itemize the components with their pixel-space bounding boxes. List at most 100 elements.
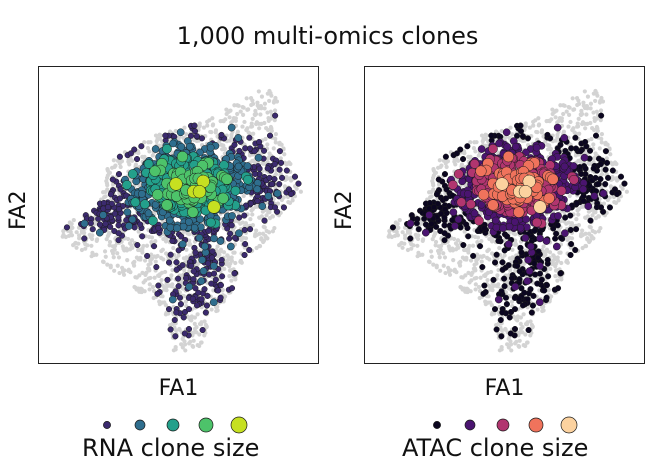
rna-clone-point: [226, 235, 233, 242]
atac-background-cell: [396, 225, 401, 230]
rna-background-cell: [158, 133, 164, 138]
rna-clone-point: [251, 148, 258, 155]
atac-background-cell: [541, 244, 546, 249]
rna-clone-point: [218, 131, 225, 138]
rna-background-cell: [105, 262, 110, 267]
atac-background-cell: [584, 112, 589, 117]
atac-clone-point: [505, 222, 514, 231]
atac-clone-point: [465, 233, 472, 240]
atac-background-cell: [557, 227, 562, 233]
atac-background-cell: [402, 241, 407, 246]
rna-background-cell: [104, 175, 110, 180]
atac-background-cell: [594, 116, 600, 121]
rna-clone-point: [201, 242, 209, 251]
atac-clone-point: [514, 262, 521, 270]
rna-background-cell: [241, 105, 246, 110]
rna-clone-point: [205, 227, 212, 234]
atac-background-cell: [561, 111, 566, 117]
atac-background-cell: [452, 159, 457, 164]
rna-background-cell: [147, 234, 152, 240]
rna-scatter-panel: [38, 66, 319, 364]
rna-clone-point: [143, 159, 154, 169]
atac-clone-point: [488, 132, 495, 139]
atac-background-cell: [403, 236, 408, 241]
rna-clone-point: [127, 169, 138, 179]
atac-background-cell: [574, 96, 580, 101]
rna-clone-point: [276, 166, 283, 173]
atac-background-cell: [566, 112, 572, 117]
atac-background-cell: [395, 221, 400, 227]
atac-background-cell: [577, 131, 582, 136]
rna-clone-point: [271, 161, 278, 168]
rna-background-cell: [232, 103, 237, 108]
atac-clone-point: [494, 295, 503, 304]
atac-background-cell: [468, 258, 474, 263]
atac-background-cell: [421, 237, 426, 242]
atac-background-cell: [531, 123, 536, 128]
atac-background-cell: [518, 315, 524, 320]
rna-clone-point: [169, 177, 183, 191]
rna-background-cell: [79, 247, 85, 253]
atac-background-cell: [462, 229, 467, 234]
rna-clone-point: [155, 225, 162, 232]
rna-background-cell: [199, 340, 204, 345]
rna-clone-point: [177, 142, 186, 151]
atac-background-cell: [489, 269, 494, 275]
rna-background-cell: [213, 130, 218, 135]
rna-background-cell: [259, 236, 264, 241]
atac-background-cell: [489, 312, 495, 317]
atac-background-cell: [397, 218, 402, 223]
atac-clone-point: [460, 241, 467, 249]
atac-background-cell: [468, 140, 473, 145]
atac-background-cell: [576, 222, 581, 228]
rna-clone-point: [80, 219, 89, 228]
rna-clone-point: [140, 199, 150, 210]
rna-clone-point: [185, 306, 193, 313]
atac-background-cell: [505, 342, 510, 347]
rna-clone-point: [115, 230, 122, 237]
rna-background-cell: [270, 229, 276, 234]
rna-background-cell: [253, 108, 258, 113]
rna-background-cell: [167, 283, 172, 288]
atac-background-cell: [499, 345, 504, 350]
rna-background-cell: [150, 284, 156, 290]
atac-clone-point: [527, 242, 535, 251]
atac-clone-point: [492, 223, 501, 232]
atac-background-cell: [567, 105, 572, 110]
atac-clone-point: [597, 204, 605, 211]
atac-background-cell: [583, 244, 589, 249]
rna-clone-point: [192, 249, 199, 256]
rna-background-cell: [90, 236, 95, 242]
rna-clone-point: [207, 200, 221, 214]
rna-background-cell: [250, 212, 255, 217]
rna-background-cell: [260, 209, 265, 214]
atac-clone-point: [480, 290, 487, 297]
rna-background-cell: [159, 300, 165, 305]
rna-clone-point: [131, 146, 138, 153]
rna-clone-point: [115, 171, 123, 178]
rna-background-cell: [229, 255, 234, 260]
rna-clone-point: [203, 302, 211, 309]
rna-clone-point: [228, 285, 236, 292]
atac-clone-point: [598, 112, 605, 119]
rna-clone-point: [144, 209, 153, 218]
rna-background-cell: [162, 287, 167, 292]
rna-clone-point: [100, 199, 108, 207]
rna-background-cell: [155, 137, 160, 142]
atac-background-cell: [515, 315, 520, 321]
rna-background-cell: [203, 322, 209, 328]
atac-background-cell: [397, 242, 402, 248]
rna-clone-point: [236, 147, 243, 154]
atac-background-cell: [442, 255, 448, 260]
rna-background-cell: [180, 345, 185, 350]
rna-clone-point: [99, 211, 108, 219]
atac-clone-point: [463, 221, 470, 228]
atac-background-cell: [506, 345, 511, 350]
rna-background-cell: [256, 89, 261, 94]
rna-clone-point: [123, 217, 130, 224]
rna-background-cell: [147, 149, 152, 154]
rna-clone-point: [165, 306, 173, 313]
atac-clone-point: [611, 186, 619, 193]
rna-clone-point: [133, 156, 141, 163]
atac-clone-point: [602, 166, 609, 173]
